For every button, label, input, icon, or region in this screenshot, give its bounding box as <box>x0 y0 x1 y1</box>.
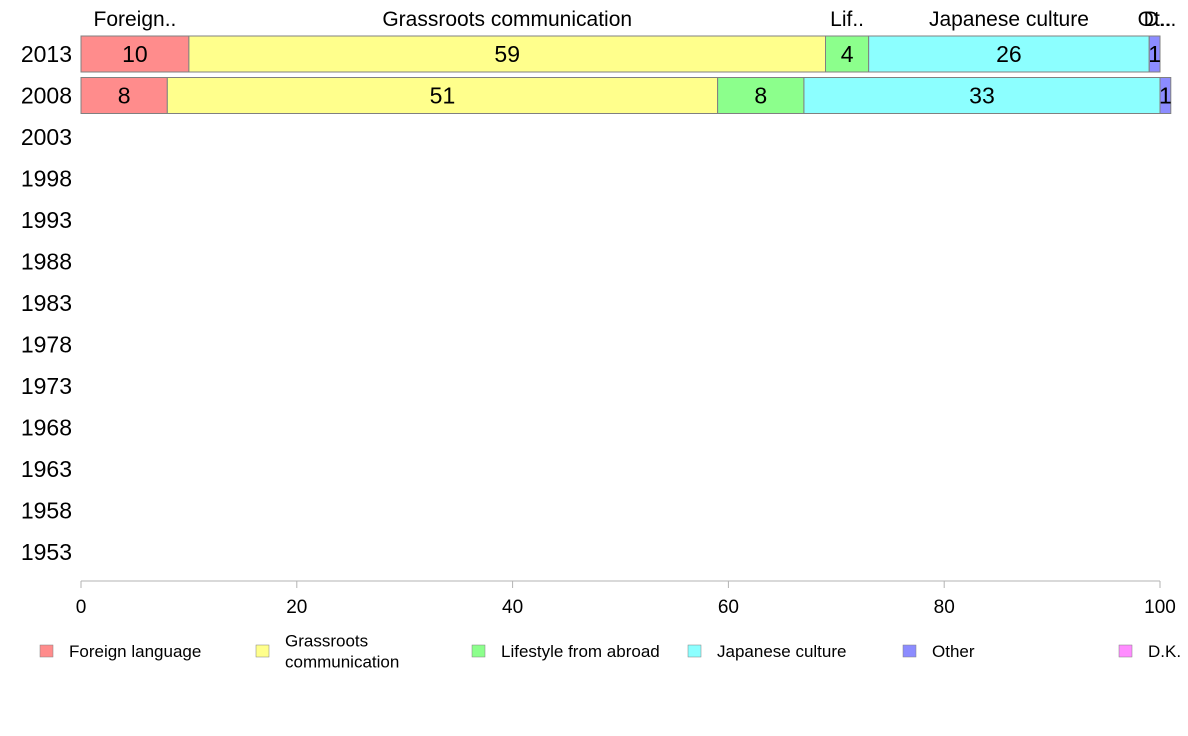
legend-swatch <box>1118 644 1133 658</box>
data-label: 26 <box>996 41 1022 67</box>
data-label: 1 <box>1159 83 1172 109</box>
bar-segment <box>188 35 827 73</box>
data-label: 59 <box>494 41 520 67</box>
series-top-labels: Foreign.. Grassroots communication Lif.. Ja… <box>94 8 1177 31</box>
data-label: 51 <box>430 83 456 109</box>
y-tick-label: 1983 <box>21 290 72 316</box>
series-top-label: Foreign.. <box>94 8 177 31</box>
legend: Foreign language Grassroots communication L… <box>39 632 1181 672</box>
x-tick-label: 100 <box>1144 597 1176 618</box>
y-tick-label: 1993 <box>21 207 72 233</box>
y-tick-label: 2008 <box>21 83 72 109</box>
data-label: 10 <box>122 41 148 67</box>
legend-label: D.K. <box>1148 642 1181 661</box>
y-tick-label: 1973 <box>21 373 72 399</box>
x-tick-label: 40 <box>502 597 523 618</box>
series-top-label: Japanese culture <box>929 8 1089 31</box>
legend-label: Japanese culture <box>717 642 846 661</box>
y-tick-label: 1988 <box>21 249 72 275</box>
series-top-label: Lif.. <box>830 8 864 31</box>
y-tick-label: 1953 <box>21 539 72 565</box>
bar-segment <box>1159 77 1172 114</box>
y-tick-label: 1998 <box>21 166 72 192</box>
bars: 10 59 4 26 1 8 51 8 33 1 <box>80 35 1172 114</box>
legend-label: Grassroots communication <box>285 632 399 672</box>
data-label: 1 <box>1148 41 1161 67</box>
y-tick-label: 1963 <box>21 456 72 482</box>
series-top-label: Grassroots communication <box>382 8 632 31</box>
y-tick-label: 1978 <box>21 332 72 358</box>
bar-segment <box>80 77 168 114</box>
x-tick-label: 60 <box>718 597 739 618</box>
data-label: 4 <box>841 41 854 67</box>
bar-segment <box>166 77 719 114</box>
x-axis: 0 20 40 60 80 100 <box>76 580 1176 618</box>
data-label: 8 <box>118 83 131 109</box>
legend-swatch <box>39 644 54 658</box>
series-top-label: Ot.. <box>1138 8 1172 31</box>
y-axis-labels: 2013 2008 2003 1998 1993 1988 1983 1978 1973 1968… <box>21 41 72 565</box>
y-tick-label: 1958 <box>21 498 72 524</box>
x-tick-label: 20 <box>286 597 307 618</box>
legend-swatch <box>471 644 486 658</box>
legend-label: Foreign language <box>69 642 201 661</box>
y-tick-label: 2003 <box>21 124 72 150</box>
legend-swatch <box>687 644 702 658</box>
data-label: 8 <box>754 83 767 109</box>
series-top-label: D... <box>1144 8 1177 31</box>
data-label: 33 <box>969 83 995 109</box>
x-tick-label: 0 <box>76 597 87 618</box>
y-tick-label: 1968 <box>21 415 72 441</box>
x-tick-label: 80 <box>934 597 955 618</box>
bar-segment <box>1148 35 1161 73</box>
legend-label: Lifestyle from abroad <box>501 642 660 661</box>
legend-label: Other <box>932 642 975 661</box>
y-tick-label: 2013 <box>21 41 72 67</box>
bar-segment <box>803 77 1161 114</box>
legend-swatch <box>255 644 270 658</box>
legend-swatch <box>902 644 917 658</box>
bar-segment <box>717 77 805 114</box>
